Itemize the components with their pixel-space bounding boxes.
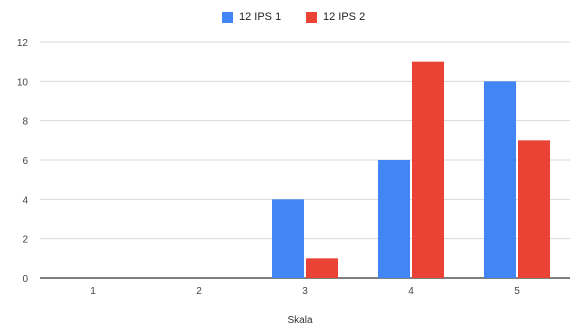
y-tick-label: 4 (22, 195, 28, 206)
x-tick-label: 2 (196, 286, 202, 297)
y-tick-label: 0 (22, 274, 28, 285)
y-tick-label: 10 (17, 77, 29, 88)
x-tick-label: 5 (514, 286, 520, 297)
x-tick-label: 1 (90, 286, 96, 297)
legend-item-series-2: 12 IPS 2 (306, 8, 365, 26)
chart-legend: 12 IPS 1 12 IPS 2 (0, 8, 584, 26)
y-tick-label: 8 (22, 117, 28, 128)
y-tick-label: 2 (22, 235, 28, 246)
legend-label-series-1: 12 IPS 1 (239, 11, 282, 23)
y-tick-label: 6 (22, 156, 28, 167)
x-tick-label: 4 (408, 286, 414, 297)
y-tick-label: 12 (17, 38, 29, 49)
legend-label-series-2: 12 IPS 2 (323, 11, 366, 23)
bar-1-4 (378, 160, 410, 278)
legend-swatch-series-1 (222, 11, 233, 23)
bar-2-3 (306, 258, 338, 278)
bar-1-5 (484, 81, 516, 278)
legend-item-series-1: 12 IPS 1 (222, 8, 281, 26)
x-axis-title: Skala (287, 315, 312, 326)
x-tick-label: 3 (302, 286, 308, 297)
legend-swatch-series-2 (306, 11, 317, 23)
bar-2-5 (518, 140, 550, 278)
bar-1-3 (272, 199, 304, 278)
bar-2-4 (412, 61, 444, 278)
